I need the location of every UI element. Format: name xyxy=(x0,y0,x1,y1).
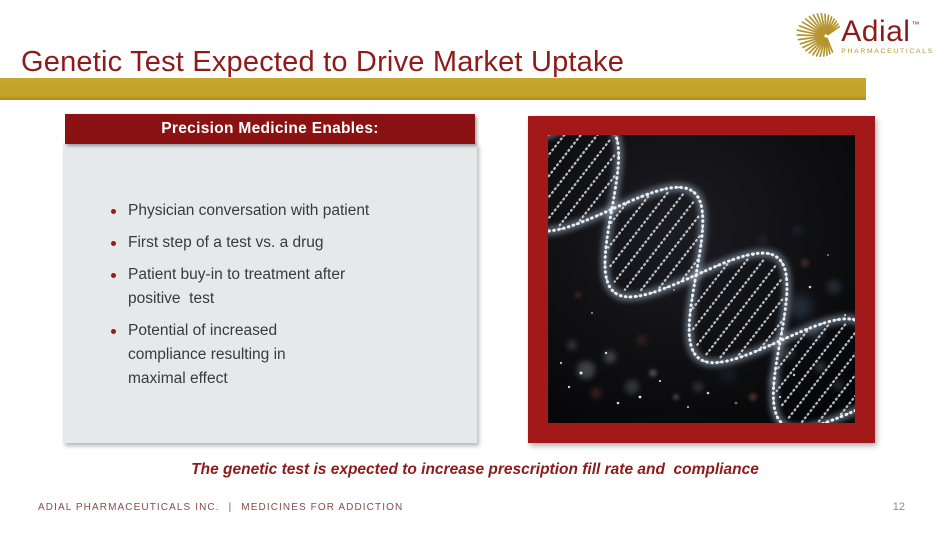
slide-tagline: The genetic test is expected to increase… xyxy=(191,461,759,478)
page-title: Genetic Test Expected to Drive Market Up… xyxy=(21,46,625,79)
footer: ADIAL PHARMACEUTICALS INC. | MEDICINES F… xyxy=(38,502,403,513)
panel-header: Precision Medicine Enables: xyxy=(65,114,475,144)
logo-brand: Adial xyxy=(841,15,911,48)
bullet-item: Patient buy-in to treatment after positi… xyxy=(111,263,457,311)
bullet-panel: Physician conversation with patient Firs… xyxy=(63,143,477,443)
bullet-item: Potential of increased compliance result… xyxy=(111,319,457,391)
bullet-list: Physician conversation with patient Firs… xyxy=(63,143,477,391)
gold-divider-bar xyxy=(0,78,866,100)
dna-helix-illustration xyxy=(548,135,855,423)
footer-tagline: MEDICINES FOR ADDICTION xyxy=(241,502,404,513)
logo-text: Adial™ PHARMACEUTICALS xyxy=(841,15,934,56)
bullet-item: Physician conversation with patient xyxy=(111,199,457,223)
dna-image xyxy=(548,135,855,423)
logo-subtitle: PHARMACEUTICALS xyxy=(841,48,934,55)
trademark-symbol: ™ xyxy=(911,20,920,29)
dna-image-frame xyxy=(528,116,875,443)
sunburst-icon xyxy=(796,13,841,58)
page-number: 12 xyxy=(892,501,905,513)
bullet-item: First step of a test vs. a drug xyxy=(111,231,457,255)
company-logo: Adial™ PHARMACEUTICALS xyxy=(786,13,934,65)
footer-company: ADIAL PHARMACEUTICALS INC. xyxy=(38,502,220,513)
footer-separator: | xyxy=(228,502,233,513)
